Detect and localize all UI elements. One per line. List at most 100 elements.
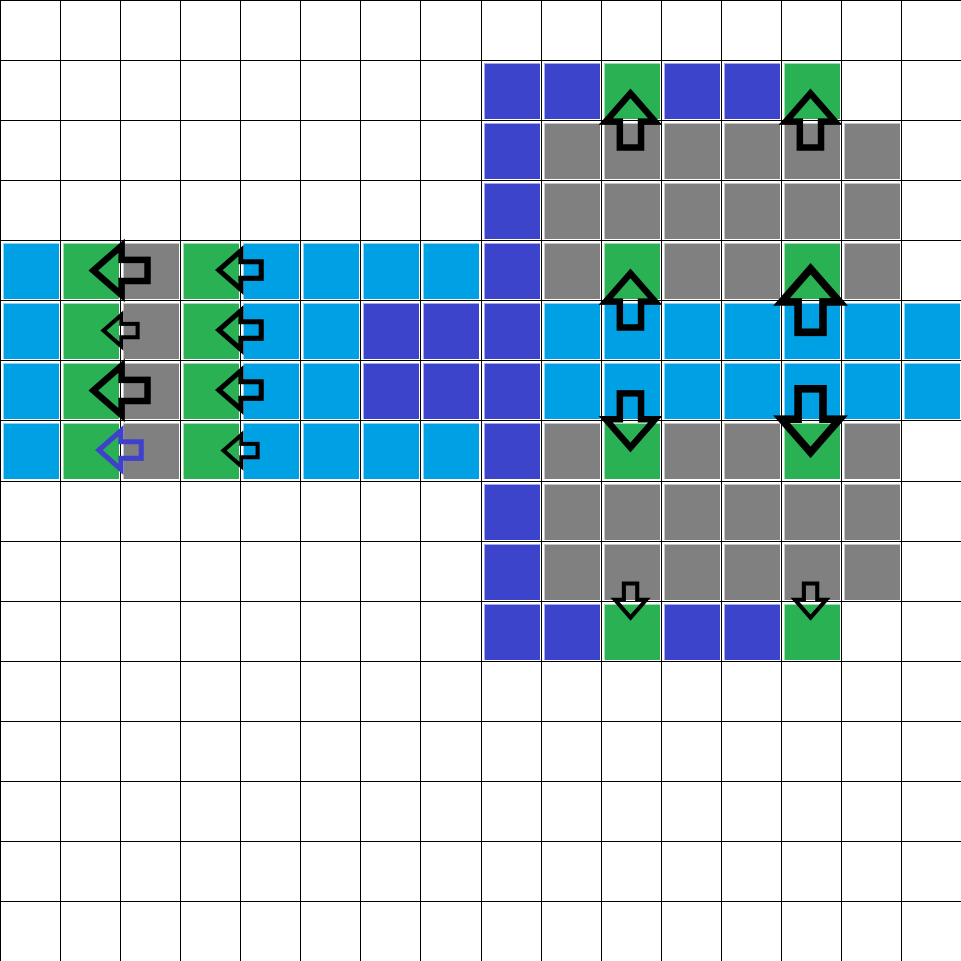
grid-cell-blue[interactable] (484, 484, 540, 540)
grid-cell-blue[interactable] (544, 604, 600, 660)
grid-cell-cyan[interactable] (724, 303, 780, 359)
grid-cell-green[interactable] (784, 604, 840, 660)
grid-cell-green[interactable] (604, 604, 660, 660)
grid-cell-gray[interactable] (604, 544, 660, 600)
grid-cell-gray[interactable] (724, 484, 780, 540)
grid-cell-gray[interactable] (844, 484, 900, 540)
grid-cell-cyan[interactable] (784, 363, 840, 419)
grid-cell-cyan[interactable] (844, 303, 900, 359)
grid-cell-cyan[interactable] (363, 423, 419, 479)
grid-cell-gray[interactable] (724, 423, 780, 479)
grid-cell-green[interactable] (183, 243, 239, 299)
grid-cell-green[interactable] (604, 423, 660, 479)
grid-cell-gray[interactable] (724, 243, 780, 299)
grid-cell-blue[interactable] (484, 363, 540, 419)
grid-cell-green[interactable] (604, 243, 660, 299)
grid-cell-green[interactable] (183, 423, 239, 479)
grid-cell-cyan[interactable] (3, 363, 59, 419)
grid-cell-gray[interactable] (123, 243, 179, 299)
grid-cell-cyan[interactable] (243, 243, 299, 299)
grid-cell-cyan[interactable] (784, 303, 840, 359)
grid-cell-cyan[interactable] (664, 363, 720, 419)
grid-cell-gray[interactable] (844, 423, 900, 479)
grid-cell-cyan[interactable] (3, 243, 59, 299)
grid-cell-gray[interactable] (123, 363, 179, 419)
grid-cell-gray[interactable] (724, 123, 780, 179)
grid-cell-cyan[interactable] (423, 243, 479, 299)
grid-cell-blue[interactable] (664, 63, 720, 119)
grid-cell-green[interactable] (63, 363, 119, 419)
grid-cell-gray[interactable] (724, 544, 780, 600)
grid-cell-cyan[interactable] (303, 303, 359, 359)
grid-cell-cyan[interactable] (423, 423, 479, 479)
grid-cell-cyan[interactable] (604, 303, 660, 359)
grid-cell-gray[interactable] (664, 183, 720, 239)
grid-cell-blue[interactable] (484, 303, 540, 359)
grid-cell-gray[interactable] (664, 423, 720, 479)
grid-cell-cyan[interactable] (604, 363, 660, 419)
grid-cell-gray[interactable] (784, 123, 840, 179)
grid-cell-green[interactable] (183, 303, 239, 359)
grid-cell-gray[interactable] (544, 484, 600, 540)
grid-cell-blue[interactable] (484, 243, 540, 299)
grid-cell-cyan[interactable] (243, 303, 299, 359)
grid-cell-cyan[interactable] (544, 363, 600, 419)
grid-cell-green[interactable] (63, 423, 119, 479)
grid-cell-blue[interactable] (423, 303, 479, 359)
grid-cell-blue[interactable] (724, 604, 780, 660)
grid-cell-blue[interactable] (724, 63, 780, 119)
grid-cell-blue[interactable] (363, 363, 419, 419)
grid-cell-gray[interactable] (844, 123, 900, 179)
grid-cell-blue[interactable] (484, 604, 540, 660)
grid-cell-blue[interactable] (664, 604, 720, 660)
grid-cell-green[interactable] (604, 63, 660, 119)
grid-cell-gray[interactable] (604, 484, 660, 540)
grid-cell-gray[interactable] (544, 544, 600, 600)
grid-cell-gray[interactable] (544, 243, 600, 299)
grid-cell-gray[interactable] (664, 544, 720, 600)
grid-cell-blue[interactable] (363, 303, 419, 359)
grid-cell-gray[interactable] (784, 484, 840, 540)
grid-cell-cyan[interactable] (904, 363, 960, 419)
grid-cell-cyan[interactable] (303, 423, 359, 479)
grid-cell-gray[interactable] (784, 183, 840, 239)
grid-cell-gray[interactable] (724, 183, 780, 239)
grid-cell-gray[interactable] (123, 423, 179, 479)
grid-cell-gray[interactable] (544, 423, 600, 479)
grid-cell-gray[interactable] (544, 123, 600, 179)
grid-cell-cyan[interactable] (544, 303, 600, 359)
grid-cell-green[interactable] (63, 303, 119, 359)
grid-cell-gray[interactable] (664, 123, 720, 179)
grid-cell-green[interactable] (784, 243, 840, 299)
grid-cell-blue[interactable] (484, 183, 540, 239)
grid-cell-gray[interactable] (784, 544, 840, 600)
grid-cell-cyan[interactable] (243, 423, 299, 479)
grid-cell-gray[interactable] (664, 243, 720, 299)
grid-cell-green[interactable] (784, 423, 840, 479)
grid-cell-gray[interactable] (844, 243, 900, 299)
grid-cell-cyan[interactable] (664, 303, 720, 359)
grid-cell-gray[interactable] (604, 183, 660, 239)
grid-cell-cyan[interactable] (844, 363, 900, 419)
grid-cell-cyan[interactable] (724, 363, 780, 419)
grid-cell-cyan[interactable] (303, 363, 359, 419)
grid-cell-blue[interactable] (484, 423, 540, 479)
grid-cell-cyan[interactable] (243, 363, 299, 419)
grid-cell-cyan[interactable] (3, 423, 59, 479)
grid-cell-cyan[interactable] (904, 303, 960, 359)
grid-cell-blue[interactable] (484, 63, 540, 119)
grid-cell-gray[interactable] (844, 183, 900, 239)
grid-cell-gray[interactable] (664, 484, 720, 540)
grid-cell-blue[interactable] (484, 123, 540, 179)
grid-cell-green[interactable] (63, 243, 119, 299)
grid-cell-blue[interactable] (423, 363, 479, 419)
grid-cell-cyan[interactable] (3, 303, 59, 359)
grid-cell-blue[interactable] (484, 544, 540, 600)
grid-cell-green[interactable] (183, 363, 239, 419)
grid-cell-cyan[interactable] (303, 243, 359, 299)
grid-cell-gray[interactable] (604, 123, 660, 179)
grid-cell-blue[interactable] (544, 63, 600, 119)
grid-cell-gray[interactable] (544, 183, 600, 239)
grid-cell-gray[interactable] (123, 303, 179, 359)
